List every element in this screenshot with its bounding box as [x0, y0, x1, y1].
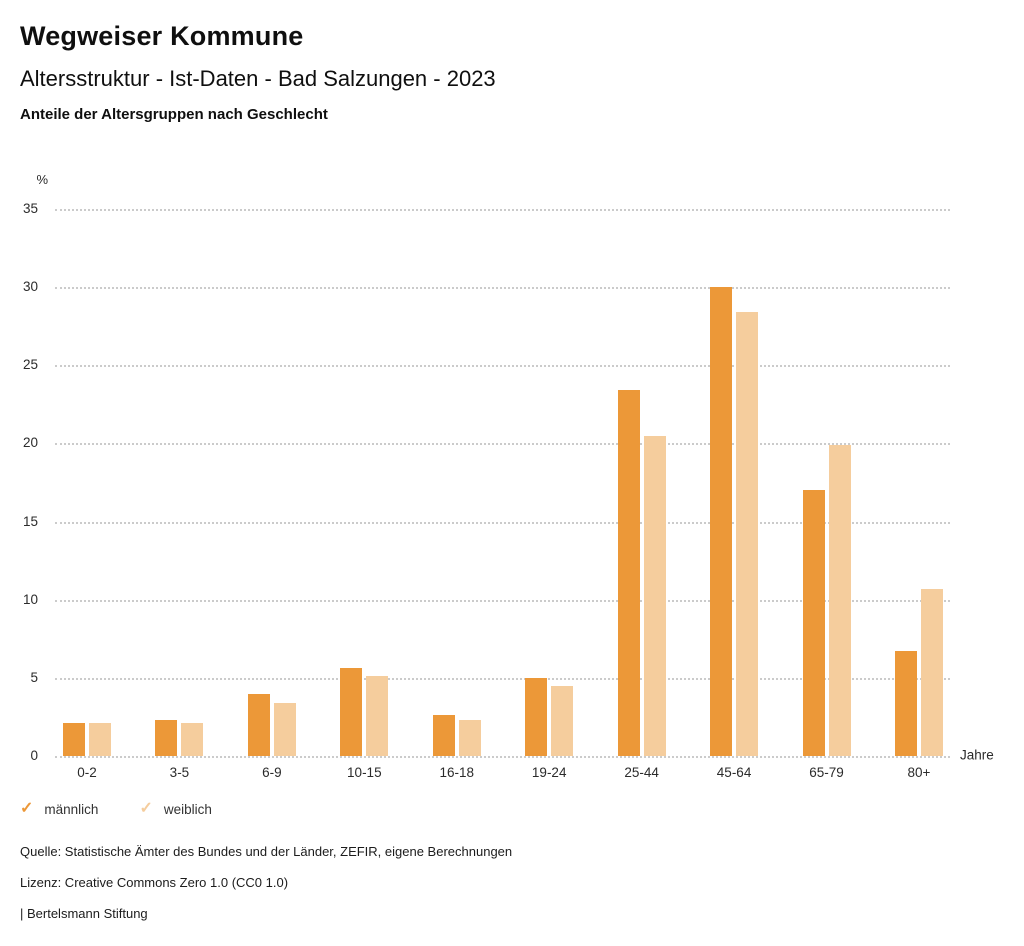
y-axis-tick-label: 30	[22, 278, 38, 294]
gridline	[55, 756, 950, 758]
plot-area: % 35 30 25 20 15 10 5 0 0-2 3-5 6-9 10-15 16-18 19-2…	[23, 172, 994, 780]
bar-maennlich-6-9[interactable]	[247, 693, 270, 756]
legend-label-maennlich: männlich	[44, 801, 99, 817]
gridline	[55, 677, 950, 680]
y-axis-tick-label: 35	[22, 200, 38, 216]
gridline	[55, 599, 950, 602]
bar-group: 19-24	[525, 209, 574, 780]
x-axis-unit-label: Jahre	[960, 747, 994, 763]
legend-item-maennlich[interactable]: ✓ männlich	[20, 801, 98, 817]
license-text: Lizenz: Creative Commons Zero 1.0 (CC0 1…	[20, 875, 289, 890]
branding-text: | Bertelsmann Stiftung	[20, 906, 148, 921]
gridline	[55, 365, 950, 368]
gridline	[55, 443, 950, 446]
bar-maennlich-16-18[interactable]	[432, 715, 455, 756]
x-axis-tick-label: 65-79	[809, 765, 844, 780]
y-axis-tick-label: 5	[30, 669, 38, 685]
y-axis-tick-label: 0	[30, 747, 38, 763]
y-axis-unit-label: %	[36, 172, 48, 187]
bar-weiblich-19-24[interactable]	[551, 685, 574, 756]
y-axis-tick-label: 15	[22, 513, 38, 529]
y-axis-tick-label: 20	[22, 435, 38, 451]
bar-weiblich-45-64[interactable]	[736, 312, 759, 756]
x-axis-tick-label: 25-44	[624, 765, 659, 780]
bar-group: 65-79	[802, 209, 851, 780]
x-axis-tick-label: 10-15	[347, 765, 382, 780]
chart-title: Anteile der Altersgruppen nach Geschlech…	[20, 106, 328, 123]
bar-maennlich-45-64[interactable]	[710, 287, 733, 756]
y-axis-tick-label: 10	[22, 591, 38, 607]
bar-group: 80+	[894, 209, 943, 780]
check-icon: ✓	[20, 800, 34, 817]
x-axis-tick-label: 6-9	[262, 765, 282, 780]
x-axis-tick-label: 3-5	[169, 765, 190, 780]
bar-weiblich-3-5[interactable]	[181, 723, 204, 756]
x-axis-tick-label: 45-64	[716, 765, 752, 780]
x-axis-tick-label: 16-18	[439, 765, 475, 780]
bar-groups: 0-2 3-5 6-9 10-15 16-18 19-24 25-44 45-64 65-79 8…	[55, 209, 950, 780]
bar-group: 16-18	[432, 209, 481, 780]
check-icon: ✓	[139, 800, 153, 817]
bar-group: 0-2	[63, 209, 111, 780]
bar-maennlich-3-5[interactable]	[155, 720, 178, 756]
bar-group: 10-15	[340, 209, 389, 780]
bar-maennlich-80-[interactable]	[894, 651, 917, 756]
bar-weiblich-16-18[interactable]	[458, 720, 481, 756]
bar-weiblich-0-2[interactable]	[89, 723, 111, 756]
bar-weiblich-25-44[interactable]	[643, 435, 666, 756]
bar-weiblich-10-15[interactable]	[366, 676, 389, 756]
bar-weiblich-80-[interactable]	[920, 588, 943, 756]
bar-group: 6-9	[247, 209, 296, 780]
bar-maennlich-65-79[interactable]	[802, 490, 825, 756]
bar-weiblich-6-9[interactable]	[273, 702, 296, 756]
legend-item-weiblich[interactable]: ✓ weiblich	[139, 801, 211, 817]
page-title: Wegweiser Kommune	[20, 21, 304, 51]
source-text: Quelle: Statistische Ämter des Bundes un…	[20, 844, 513, 859]
legend-label-weiblich: weiblich	[163, 801, 212, 817]
y-axis-tick-label: 25	[22, 357, 38, 373]
chart-legend: ✓ männlich ✓ weiblich	[20, 801, 212, 817]
bar-group: 25-44	[617, 209, 666, 780]
bar-maennlich-19-24[interactable]	[525, 677, 548, 756]
x-axis-tick-label: 80+	[907, 765, 931, 780]
x-axis-tick-label: 19-24	[531, 765, 567, 780]
page-subtitle: Altersstruktur - Ist-Daten - Bad Salzung…	[20, 66, 496, 91]
bar-maennlich-10-15[interactable]	[340, 668, 363, 756]
gridline	[55, 521, 950, 524]
bar-weiblich-65-79[interactable]	[828, 445, 851, 756]
gridline	[55, 287, 950, 290]
bar-maennlich-0-2[interactable]	[63, 723, 85, 756]
x-axis-tick-label: 0-2	[77, 765, 97, 780]
gridline	[55, 209, 950, 211]
bar-maennlich-25-44[interactable]	[617, 390, 640, 756]
bar-group: 3-5	[155, 209, 204, 780]
bar-group: 45-64	[710, 209, 759, 780]
